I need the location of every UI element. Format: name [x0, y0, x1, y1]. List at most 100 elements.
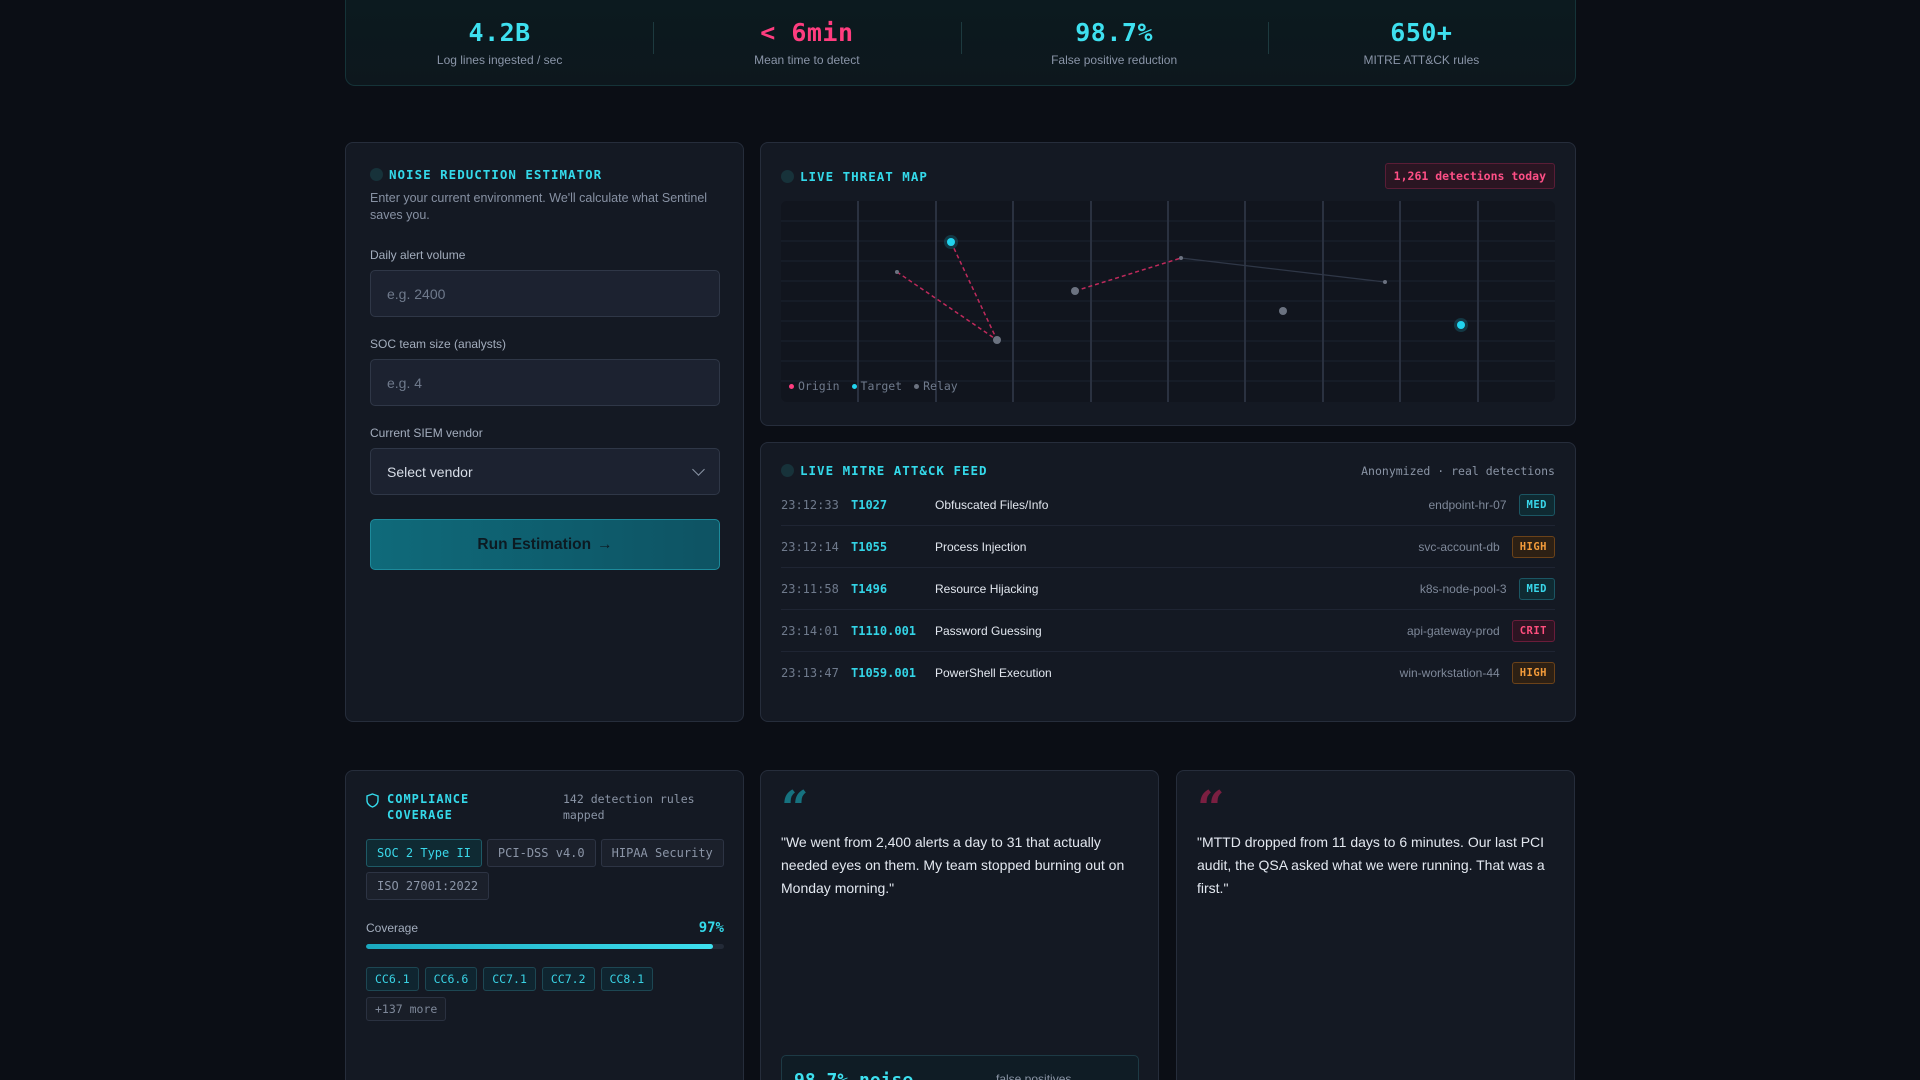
- severity-badge: HIGH: [1511, 535, 1555, 558]
- feed-row[interactable]: 23:12:33 T1027 Obfuscated Files/Info end…: [781, 484, 1555, 526]
- feed-technique-id: T1496: [851, 581, 888, 596]
- map-legend: Origin Target Relay: [789, 379, 958, 393]
- run-estimation-label: Run Estimation: [477, 535, 592, 553]
- threat-map[interactable]: Origin Target Relay: [781, 201, 1555, 402]
- stat-log-lines: 4.2B Log lines ingested / sec: [346, 18, 653, 67]
- testimonial-text: "We went from 2,400 alerts a day to 31 t…: [781, 834, 1125, 896]
- coverage-label: Coverage: [366, 921, 419, 935]
- feed-technique-name: Obfuscated Files/Info: [935, 497, 1049, 512]
- relay-dot-icon: [914, 383, 920, 389]
- mitre-feed-card: LIVE MITRE ATT&CK FEED Anonymized · real…: [760, 442, 1576, 722]
- stat-value: 650+: [1390, 18, 1453, 47]
- alert-volume-label: Daily alert volume: [370, 248, 466, 262]
- shield-icon: [366, 793, 379, 808]
- feed-row[interactable]: 23:13:47 T1059.001 PowerShell Execution …: [781, 652, 1555, 694]
- target-node-glow: [944, 235, 958, 249]
- feed-technique-id: T1059.001: [851, 666, 917, 680]
- framework-tabs: SOC 2 Type II PCI-DSS v4.0 HIPAA Securit…: [366, 839, 726, 900]
- feed-technique-name: Password Guessing: [935, 623, 1042, 638]
- stat-label: False positive reduction: [1051, 53, 1178, 67]
- feed-title: LIVE MITRE ATT&CK FEED: [781, 463, 988, 478]
- vendor-select[interactable]: Select vendor: [370, 448, 720, 495]
- tab-hipaa[interactable]: HIPAA Security: [600, 839, 724, 867]
- tab-pci-dss[interactable]: PCI-DSS v4.0: [486, 839, 596, 867]
- testimonial-card: “ "MTTD dropped from 11 days to 6 minute…: [1176, 770, 1575, 1080]
- coverage-bar-fill: [366, 944, 714, 949]
- tab-soc2[interactable]: SOC 2 Type II: [366, 839, 482, 867]
- attack-path: [1074, 257, 1182, 292]
- target-node: [1457, 321, 1465, 329]
- control-chip[interactable]: CC6.1: [366, 967, 419, 991]
- tab-iso27001[interactable]: ISO 27001:2022: [366, 872, 490, 900]
- stat-label: Log lines ingested / sec: [436, 53, 563, 67]
- quote-icon: “: [1197, 789, 1225, 819]
- more-controls-chip[interactable]: +137 more: [366, 997, 447, 1021]
- feed-subtitle: Anonymized · real detections: [1361, 463, 1555, 478]
- compliance-card: COMPLIANCE COVERAGE 142 detection rules …: [345, 770, 744, 1080]
- feed-time: 23:11:58: [781, 581, 839, 596]
- stat-mitre-rules: 650+ MITRE ATT&CK rules: [1267, 18, 1575, 67]
- coverage-value: 97%: [698, 920, 724, 936]
- target-dot-icon: [851, 383, 857, 389]
- legend-label: Target: [860, 379, 903, 393]
- alert-volume-placeholder: e.g. 2400: [387, 285, 446, 302]
- control-chip[interactable]: CC7.2: [541, 967, 595, 991]
- attack-path: [950, 241, 998, 341]
- stat-label: MITRE ATT&CK rules: [1363, 53, 1480, 67]
- relay-path: [1180, 257, 1386, 283]
- vendor-label: Current SIEM vendor: [370, 426, 483, 440]
- feed-list: 23:12:33 T1027 Obfuscated Files/Info end…: [781, 484, 1555, 694]
- relay-node: [993, 336, 1001, 344]
- stat-value: 4.2B: [468, 18, 531, 47]
- estimator-description: Enter your current environment. We'll ca…: [370, 191, 708, 222]
- severity-badge: HIGH: [1511, 662, 1555, 684]
- legend-label: Relay: [923, 379, 958, 393]
- target-node-glow: [1454, 318, 1468, 332]
- control-chip[interactable]: CC6.6: [424, 967, 478, 991]
- team-size-placeholder: e.g. 4: [387, 374, 423, 391]
- feed-host: endpoint-hr-07: [1428, 497, 1507, 512]
- control-list: CC6.1 CC6.6 CC7.1 CC7.2 CC8.1 +137 more: [366, 967, 724, 1021]
- threat-map-card: LIVE THREAT MAP 1,261 detections today: [760, 142, 1576, 426]
- estimator-title-text: NOISE REDUCTION ESTIMATOR: [389, 167, 603, 182]
- testimonial-text: "MTTD dropped from 11 days to 6 minutes.…: [1197, 834, 1545, 896]
- feed-technique-name: PowerShell Execution: [935, 666, 1052, 680]
- feed-row[interactable]: 23:14:01 T1110.001 Password Guessing api…: [781, 610, 1555, 652]
- relay-node: [895, 270, 899, 274]
- feed-time: 23:12:33: [781, 497, 839, 512]
- attack-path: [896, 271, 998, 341]
- stat-label: Mean time to detect: [754, 53, 860, 67]
- severity-badge: MED: [1518, 493, 1555, 516]
- alert-volume-input[interactable]: e.g. 2400: [370, 270, 720, 317]
- feed-technique-id: T1055: [851, 539, 888, 554]
- control-chip[interactable]: CC7.1: [483, 967, 536, 991]
- origin-dot-icon: [789, 383, 794, 389]
- feed-host: svc-account-db: [1418, 539, 1500, 554]
- severity-badge: MED: [1518, 577, 1555, 600]
- feed-technique-id: T1110.001: [851, 623, 917, 638]
- feed-title-text: LIVE MITRE ATT&CK FEED: [800, 463, 988, 478]
- feed-technique-name: Process Injection: [935, 539, 1027, 554]
- status-dot-icon: [781, 169, 794, 183]
- severity-badge: CRIT: [1511, 619, 1555, 642]
- run-estimation-button[interactable]: Run Estimation →: [370, 519, 720, 570]
- control-chip[interactable]: CC8.1: [600, 967, 654, 991]
- feed-time: 23:13:47: [781, 666, 839, 680]
- status-dot-icon: [370, 168, 383, 181]
- detections-badge: 1,261 detections today: [1384, 163, 1555, 189]
- team-size-label: SOC team size (analysts): [370, 337, 507, 351]
- noise-estimator-card: NOISE REDUCTION ESTIMATOR Enter your cur…: [345, 142, 744, 722]
- feed-technique-id: T1027: [851, 497, 888, 512]
- feed-host: k8s-node-pool-3: [1419, 581, 1507, 596]
- compliance-rules-count: 142 detection rules mapped: [563, 792, 695, 822]
- feed-host: win-workstation-44: [1399, 666, 1500, 680]
- target-node: [947, 238, 955, 246]
- team-size-input[interactable]: e.g. 4: [370, 359, 720, 406]
- arrow-right-icon: →: [597, 535, 613, 553]
- feed-technique-name: Resource Hijacking: [935, 581, 1039, 596]
- relay-node: [1383, 280, 1387, 284]
- quote-icon: “: [781, 789, 809, 819]
- legend-target: Target: [851, 379, 903, 393]
- feed-row[interactable]: 23:11:58 T1496 Resource Hijacking k8s-no…: [781, 568, 1555, 610]
- feed-row[interactable]: 23:12:14 T1055 Process Injection svc-acc…: [781, 526, 1555, 568]
